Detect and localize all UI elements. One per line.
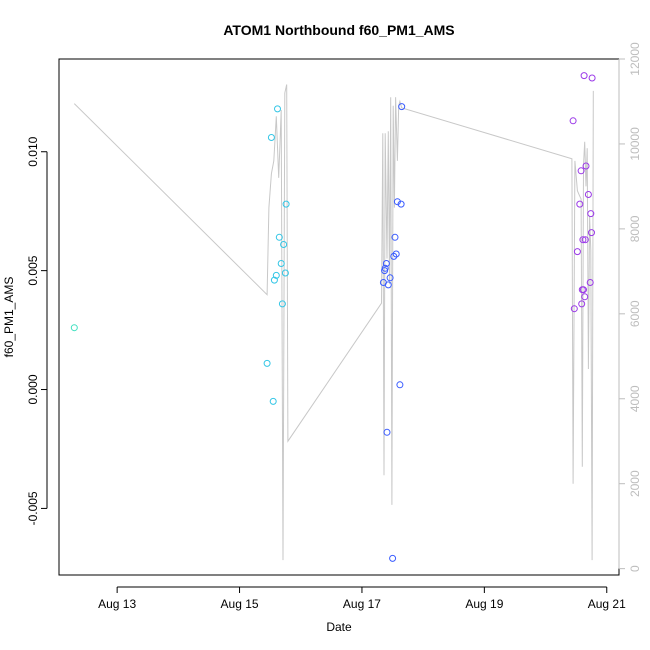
data-point (275, 233, 283, 241)
y-tick-label: 0.005 (26, 255, 40, 285)
data-point (272, 271, 280, 279)
data-point (569, 117, 577, 125)
data-point (570, 305, 578, 313)
y-tick-label: 0.000 (26, 374, 40, 404)
data-point (383, 428, 391, 436)
data-point (274, 105, 281, 113)
data-point (381, 264, 389, 272)
x-tick-label: Aug 13 (98, 597, 136, 611)
data-point (393, 198, 401, 206)
data-point (70, 324, 78, 332)
data-point (577, 167, 585, 175)
data-point (588, 229, 595, 237)
data-point (398, 103, 406, 111)
data-point (280, 241, 288, 248)
data-point (580, 72, 588, 80)
plot-area (70, 72, 596, 562)
data-point (587, 210, 595, 218)
data-point (586, 279, 594, 286)
y2-tick-label: 12000 (628, 42, 642, 76)
plot-frame (58, 58, 620, 576)
x-tick-label: Aug 15 (221, 597, 259, 611)
y2-tick-label: 0 (628, 565, 642, 572)
data-point (582, 162, 590, 170)
data-point (263, 359, 271, 367)
data-point (391, 233, 399, 241)
x-tick-label: Aug 17 (343, 597, 381, 611)
data-point (384, 281, 392, 289)
data-point (282, 200, 290, 208)
data-point (580, 286, 587, 294)
data-point (390, 252, 398, 260)
y2-tick-label: 6000 (628, 300, 642, 327)
data-point (588, 74, 596, 82)
y2-tick-label: 2000 (628, 470, 642, 497)
x-tick-label: Aug 21 (588, 597, 626, 611)
data-point (386, 274, 394, 282)
data-point (581, 293, 589, 301)
data-point (397, 200, 405, 208)
x-tick-label: Aug 19 (465, 597, 503, 611)
secondary-series-line (73, 84, 594, 561)
data-point (581, 236, 589, 244)
y2-tick-label: 8000 (628, 215, 642, 242)
data-point (382, 260, 390, 267)
y-tick-label: 0.010 (26, 136, 40, 166)
y2-tick-label: 10000 (628, 127, 642, 161)
data-point (579, 236, 587, 244)
data-point (389, 554, 397, 562)
y-axis-label: f60_PM1_AMS (2, 277, 16, 358)
data-point (396, 381, 404, 389)
data-point (269, 397, 277, 405)
x-axis-label: Date (326, 620, 352, 634)
y2-tick-label: 4000 (628, 385, 642, 412)
data-point (278, 300, 286, 308)
axes: Aug 13 Aug 15 Aug 17 Aug 19 Aug 21 -0.005 0.00… (26, 42, 642, 611)
data-point (281, 269, 289, 277)
y-tick-label: -0.005 (26, 491, 40, 525)
data-point (270, 276, 278, 284)
data-point (578, 300, 586, 308)
chart-title: ATOM1 Northbound f60_PM1_AMS (223, 22, 454, 38)
data-point (277, 260, 285, 267)
data-point (392, 250, 400, 258)
data-point (573, 248, 581, 256)
data-point (584, 191, 592, 198)
data-point (267, 134, 275, 141)
data-point (576, 200, 584, 208)
